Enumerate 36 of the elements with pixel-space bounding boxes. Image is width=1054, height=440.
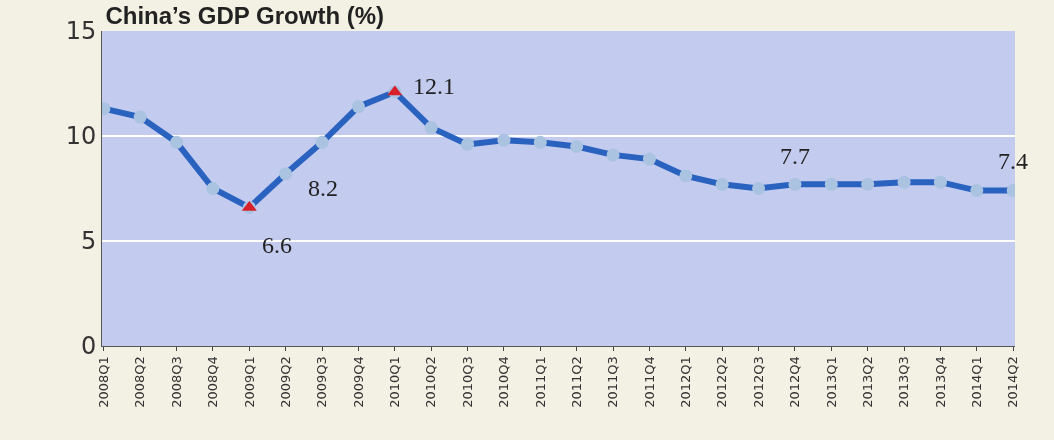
x-tick-label: 2011Q4 (641, 356, 657, 408)
x-tick-label: 2012Q4 (787, 356, 803, 408)
x-tick-label: 2010Q3 (459, 356, 475, 408)
x-tick-label: 2012Q1 (678, 356, 694, 408)
x-tick-label: 2008Q3 (168, 356, 184, 408)
x-tick-label: 2008Q4 (205, 356, 221, 408)
x-tick-label: 2013Q3 (896, 356, 912, 408)
y-tick-label: 10 (65, 122, 97, 151)
x-tick-label: 2013Q1 (823, 356, 839, 408)
x-tick-label: 2013Q4 (932, 356, 948, 408)
x-tick-label: 2010Q2 (423, 356, 439, 408)
annotation: 6.6 (262, 232, 292, 258)
x-tick-label: 2009Q2 (277, 356, 293, 408)
x-tick-label: 2010Q4 (496, 356, 512, 408)
x-tick-label: 2013Q2 (859, 356, 875, 408)
y-tick-label: 0 (80, 332, 97, 361)
x-tick-label: 2011Q2 (568, 356, 584, 408)
annotation: 8.2 (308, 175, 338, 201)
x-tick-label: 2009Q4 (350, 356, 366, 408)
y-tick-label: 15 (65, 17, 97, 46)
x-tick-label: 2011Q1 (532, 356, 548, 408)
x-tick-label: 2008Q2 (132, 356, 148, 408)
x-tick-label: 2011Q3 (605, 356, 621, 408)
x-tick-label: 2012Q2 (714, 356, 730, 408)
annotation: 7.4 (998, 148, 1028, 174)
chart-title: China’s GDP Growth (%) (105, 1, 385, 29)
annotation: 7.7 (780, 143, 810, 169)
y-tick-label: 5 (80, 227, 97, 256)
x-tick-label: 2008Q1 (96, 356, 112, 408)
annotation: 12.1 (413, 73, 455, 99)
x-tick-label: 2014Q2 (1005, 356, 1021, 408)
x-tick-label: 2009Q3 (314, 356, 330, 408)
x-tick-label: 2014Q1 (969, 356, 985, 408)
x-tick-label: 2010Q1 (387, 356, 403, 408)
x-tick-label: 2009Q1 (241, 356, 257, 408)
x-tick-label: 2012Q3 (750, 356, 766, 408)
